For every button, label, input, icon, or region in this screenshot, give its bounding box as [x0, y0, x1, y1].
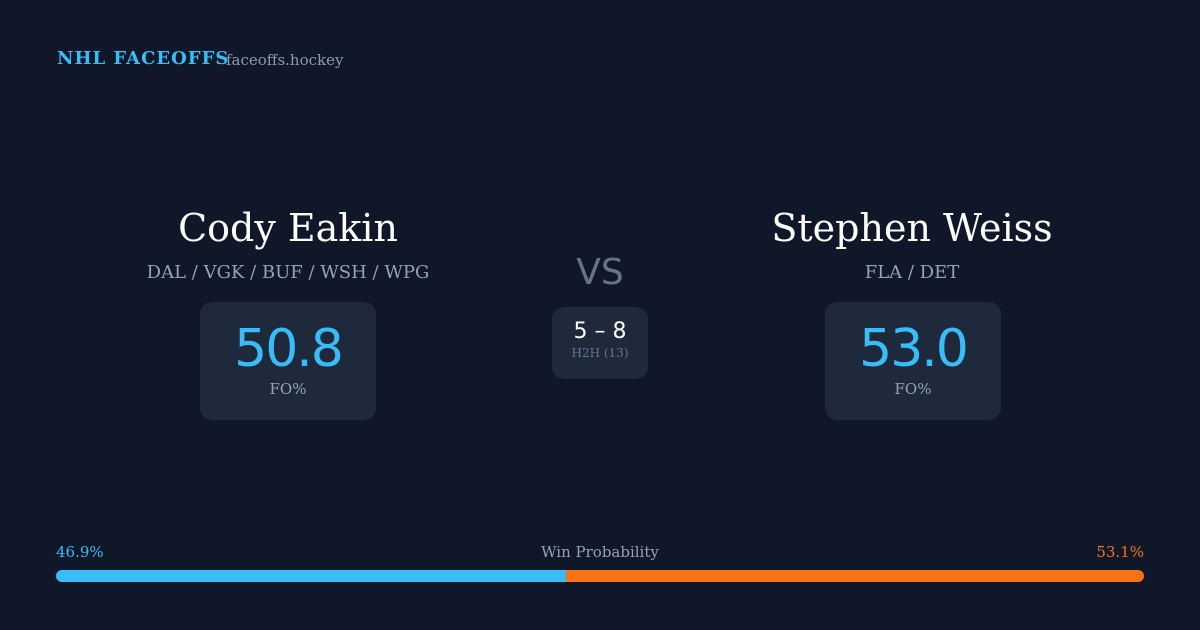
h2h-card: 5 – 8 H2H (13) [552, 307, 648, 379]
fo-label: FO% [269, 380, 307, 398]
win-prob-segment [56, 570, 567, 582]
fo-card: 50.8 FO% [200, 302, 376, 420]
player-name: Stephen Weiss [771, 206, 1053, 250]
fo-label: FO% [894, 380, 932, 398]
win-prob-right: 53.1% [1096, 543, 1144, 561]
win-prob-left: 46.9% [56, 543, 104, 561]
win-prob-bar [56, 570, 1144, 582]
player-teams: DAL / VGK / BUF / WSH / WPG [146, 262, 430, 283]
fo-percentage: 53.0 [859, 319, 969, 379]
fo-card: 53.0 FO% [825, 302, 1001, 420]
fo-percentage: 50.8 [234, 319, 344, 379]
site-url: faceoffs.hockey [226, 51, 344, 69]
win-prob-segment [566, 570, 1144, 582]
h2h-label: H2H (13) [571, 346, 629, 360]
player-teams: FLA / DET [864, 262, 960, 283]
vs-label: VS [576, 252, 624, 293]
win-prob-title: Win Probability [541, 543, 659, 561]
player-name: Cody Eakin [178, 206, 398, 250]
h2h-score: 5 – 8 [573, 319, 627, 344]
brand: NHL FACEOFFS [57, 48, 230, 69]
